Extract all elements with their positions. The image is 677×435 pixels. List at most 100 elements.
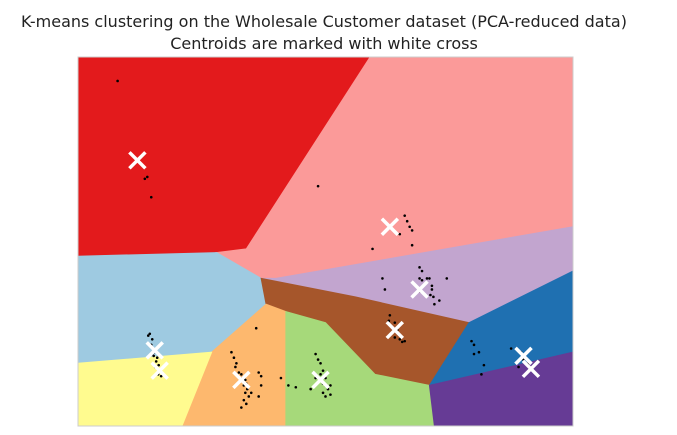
data-point (321, 369, 325, 372)
data-point (237, 371, 241, 374)
chart-subtitle: Centroids are marked with white cross (170, 34, 478, 53)
data-point (383, 288, 387, 291)
data-point (371, 247, 374, 251)
centroid-markers (128, 151, 541, 390)
data-point (477, 350, 481, 354)
data-point (432, 295, 435, 299)
data-point (257, 371, 260, 374)
data-point (381, 277, 384, 280)
data-point (403, 214, 407, 217)
data-point (324, 395, 327, 398)
data-point (287, 384, 290, 387)
centroid-cross-3 (410, 280, 429, 299)
data-point (230, 350, 233, 354)
data-point (445, 277, 449, 280)
data-point (154, 360, 158, 363)
data-point (149, 195, 153, 199)
data-point (329, 384, 332, 387)
data-point (257, 395, 260, 398)
centroid-cross-9 (514, 346, 533, 366)
data-point (398, 337, 402, 341)
data-point (405, 219, 409, 223)
data-point (235, 361, 238, 365)
cluster-region-9 (78, 351, 213, 426)
data-point (314, 352, 317, 356)
centroid-cross-6 (150, 361, 169, 380)
data-point (482, 363, 486, 367)
data-point (420, 278, 424, 282)
data-point (438, 299, 441, 302)
data-point (420, 269, 424, 273)
data-point (403, 339, 407, 343)
data-point (232, 356, 236, 360)
data-point (279, 376, 283, 380)
plot-area (78, 57, 573, 426)
data-point (430, 288, 434, 291)
data-point (321, 391, 325, 395)
data-point (410, 243, 414, 247)
data-point (425, 277, 429, 280)
centroid-cross-5 (145, 341, 164, 360)
centroid-cross-8 (311, 370, 330, 390)
data-point (143, 177, 147, 181)
data-point (430, 284, 434, 288)
data-point (517, 365, 520, 369)
data-point (418, 277, 421, 280)
data-point (472, 352, 476, 356)
data-point (429, 293, 432, 297)
data-point (329, 393, 332, 396)
data-point (319, 373, 322, 376)
data-point (240, 373, 243, 376)
data-point (398, 232, 402, 236)
data-point (316, 358, 320, 361)
data-point (393, 336, 397, 339)
data-point (418, 266, 421, 269)
data-point (509, 347, 513, 350)
data-point (245, 402, 248, 406)
data-point (244, 378, 247, 382)
data-point (393, 321, 397, 324)
data-point (234, 365, 237, 369)
data-point (247, 395, 251, 398)
centroid-cross-7 (232, 370, 251, 390)
data-point (148, 332, 152, 336)
data-point (242, 398, 246, 402)
data-point (150, 337, 154, 341)
data-point (116, 79, 119, 83)
data-point (319, 361, 322, 365)
data-point (157, 363, 160, 367)
data-point (146, 334, 150, 337)
cluster-region-6 (428, 270, 573, 387)
chart-title: K-means clustering on the Wholesale Cust… (21, 12, 627, 31)
data-point (152, 354, 156, 358)
data-point (400, 340, 404, 344)
data-point (388, 314, 392, 317)
centroid-cross-10 (521, 359, 541, 379)
data-point (433, 302, 436, 306)
cluster-regions (78, 57, 573, 426)
data-point (309, 387, 312, 391)
data-point (410, 229, 414, 232)
data-point (240, 406, 243, 409)
data-point (254, 326, 258, 330)
centroid-cross-4 (385, 320, 405, 340)
data-point (480, 373, 483, 376)
data-point (470, 339, 473, 343)
centroid-cross-1 (128, 151, 147, 170)
data-point (428, 277, 431, 280)
plot-frame (77, 56, 574, 427)
data-point (146, 175, 149, 179)
data-point (259, 374, 263, 378)
data-point (316, 184, 320, 188)
data-point (159, 374, 163, 378)
centroid-cross-2 (380, 217, 400, 236)
data-point (408, 225, 411, 229)
data-point (294, 385, 298, 389)
data-point (249, 391, 253, 395)
data-point (155, 356, 159, 360)
data-point (472, 343, 476, 347)
data-point (244, 391, 247, 395)
data-point (259, 384, 263, 387)
cluster-region-7 (181, 303, 287, 426)
